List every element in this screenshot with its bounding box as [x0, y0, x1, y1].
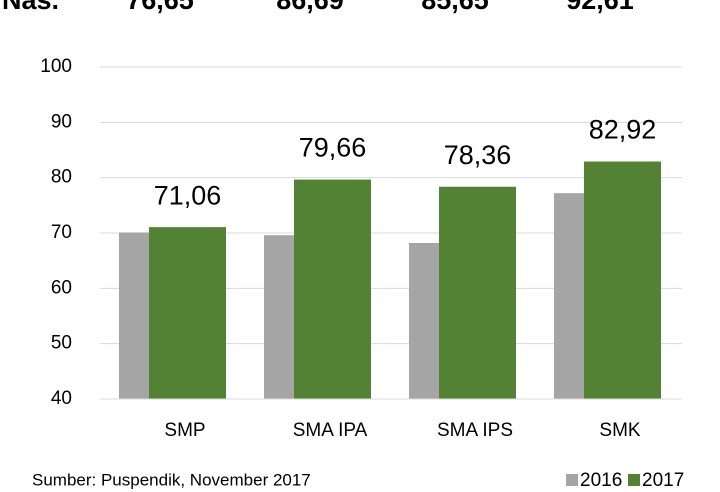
x-tick-label: SMA IPA [293, 420, 368, 441]
y-tick-label: 50 [51, 333, 72, 354]
value-label: 78,36 [444, 140, 512, 170]
legend-swatch [566, 474, 578, 486]
source-note: Sumber: Puspendik, November 2017 [32, 470, 311, 489]
y-tick-label: 70 [51, 222, 72, 243]
header-cell: 86,69 [276, 0, 344, 15]
legend-label: 2017 [642, 470, 684, 491]
x-tick-label: SMK [599, 420, 641, 441]
header-cell: 76,65 [126, 0, 194, 15]
y-tick-label: 90 [51, 111, 72, 132]
bar [294, 179, 371, 399]
bar [584, 161, 661, 399]
x-tick-label: SMP [164, 420, 205, 441]
value-label: 82,92 [589, 115, 657, 145]
header-cell: 85,65 [421, 0, 489, 15]
header-cell: 92,61 [566, 0, 634, 15]
legend-label: 2016 [580, 470, 622, 491]
x-tick-label: SMA IPS [437, 420, 513, 441]
bar [149, 227, 226, 399]
value-label: 71,06 [154, 180, 222, 210]
y-tick-label: 60 [51, 277, 72, 298]
value-label: 79,66 [299, 133, 367, 163]
legend-swatch [628, 474, 640, 486]
bar [439, 186, 516, 399]
y-tick-label: 80 [51, 167, 72, 188]
y-tick-label: 100 [40, 56, 72, 77]
header-label: Nas. [2, 0, 59, 15]
y-tick-label: 40 [51, 388, 72, 409]
